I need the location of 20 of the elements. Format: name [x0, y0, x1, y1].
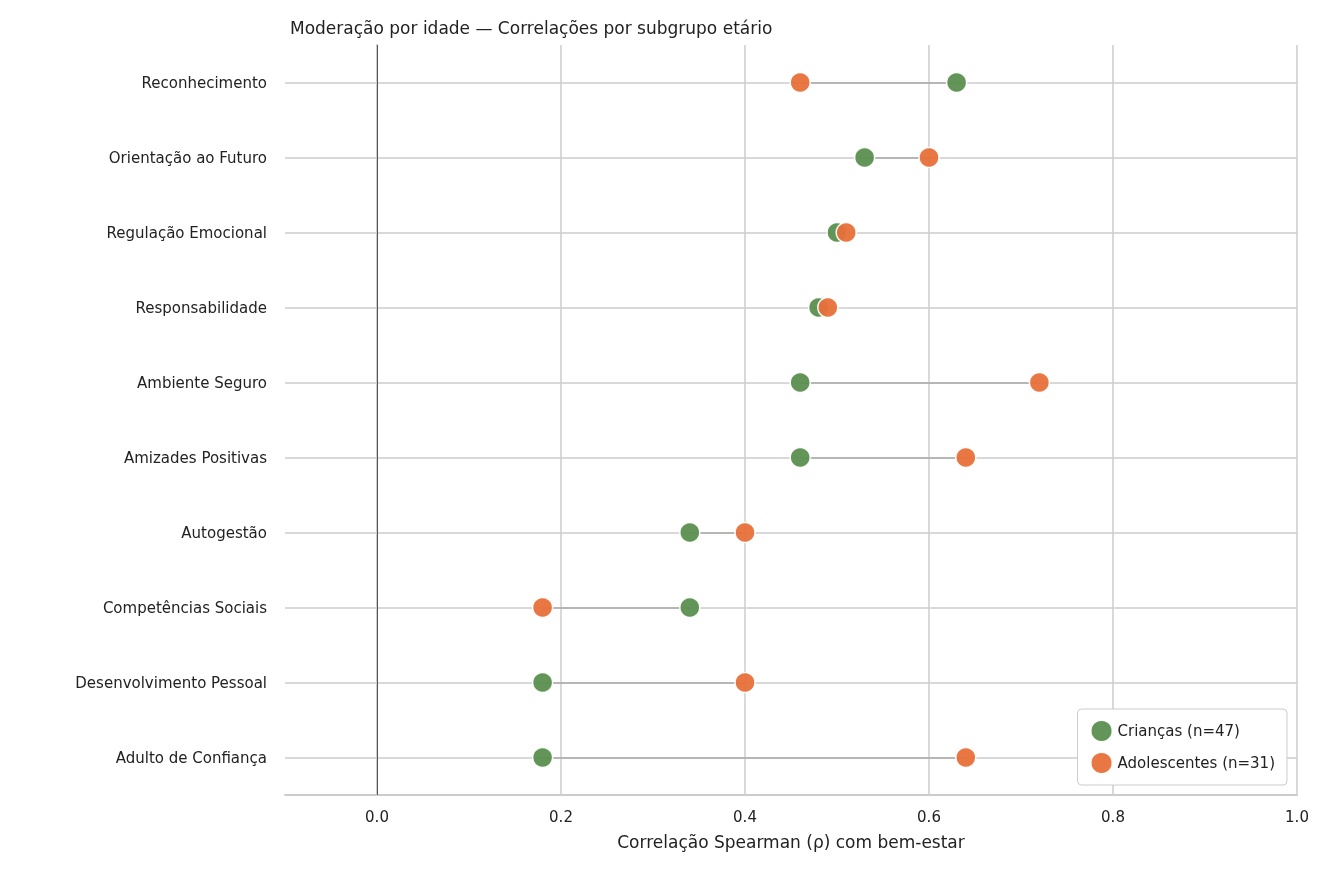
y-tick-label: Reconhecimento	[141, 73, 267, 92]
y-tick-label: Regulação Emocional	[106, 223, 267, 242]
legend-label: Crianças (n=47)	[1117, 722, 1240, 740]
y-tick-label: Responsabilidade	[135, 298, 267, 317]
x-tick-label: 0.8	[1101, 807, 1125, 826]
x-tick-label: 0.0	[365, 807, 389, 826]
y-tick-label: Amizades Positivas	[123, 448, 268, 467]
x-axis-title: Correlação Spearman (ρ) com bem-estar	[617, 831, 965, 852]
y-tick-label: Desenvolvimento Pessoal	[75, 673, 267, 692]
x-tick-label: 0.2	[549, 807, 573, 826]
y-tick-label: Competências Sociais	[102, 598, 268, 617]
y-tick-label: Adulto de Confiança	[115, 748, 267, 767]
x-tick-label: 0.4	[733, 807, 757, 826]
x-tick-label: 1.0	[1285, 807, 1309, 826]
y-tick-label: Autogestão	[181, 523, 267, 542]
x-tick-label: 0.6	[917, 807, 941, 826]
legend-label: Adolescentes (n=31)	[1117, 754, 1275, 772]
y-tick-label: Ambiente Seguro	[137, 373, 267, 392]
chart-title: Moderação por idade — Correlações por subgrupo etário	[290, 17, 773, 38]
y-tick-label: Orientação ao Futuro	[108, 148, 267, 167]
